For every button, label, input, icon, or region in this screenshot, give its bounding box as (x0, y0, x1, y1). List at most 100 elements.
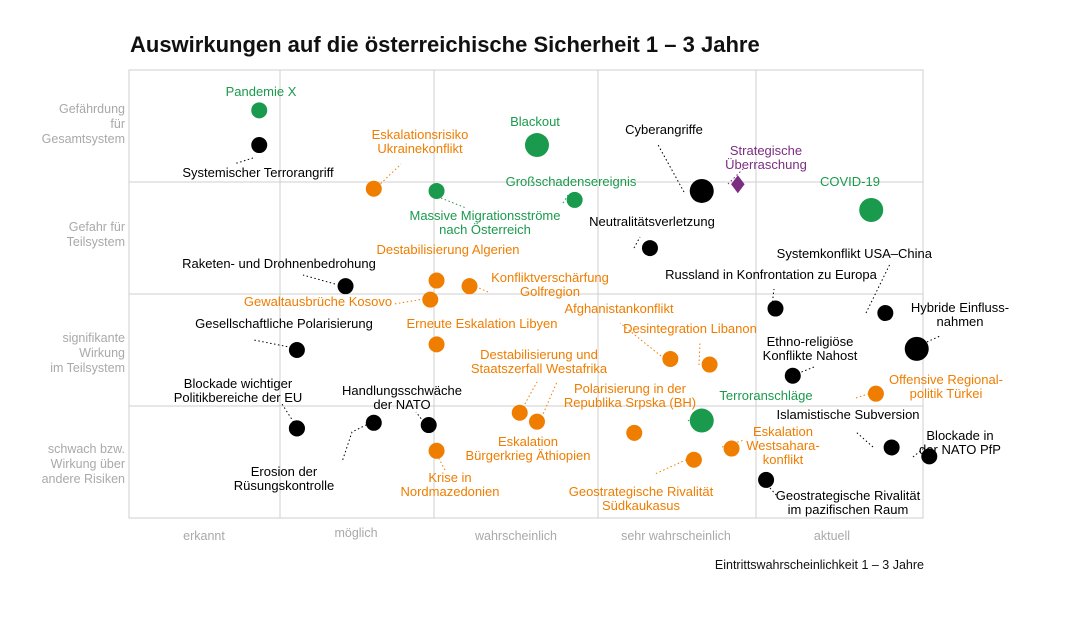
data-point (767, 300, 784, 317)
data-point (877, 305, 894, 322)
x-tick-label: aktuell (814, 529, 850, 543)
point-label: nach Österreich (439, 222, 531, 237)
leader-line (633, 236, 641, 249)
x-tick-label: sehr wahrscheinlich (621, 529, 731, 543)
leader-line (619, 322, 662, 357)
point-label: Staatszerfall Westafrika (471, 361, 608, 376)
point-label: Russland in Konfrontation zu Europa (665, 267, 878, 282)
grid (128, 69, 924, 519)
point-label: Gesellschaftliche Polarisierung (195, 316, 373, 331)
leader-line (520, 381, 538, 412)
data-point (904, 336, 929, 361)
data-point (428, 442, 445, 459)
point-label: Raketen- und Drohnenbedrohung (182, 256, 376, 271)
x-tick-label: möglich (334, 526, 377, 540)
y-tick-label: Gesamtsystem (42, 132, 125, 146)
data-point (365, 180, 382, 197)
point-label: Neutralitätsverletzung (589, 214, 715, 229)
point-label: Eskalationsrisiko (372, 127, 469, 142)
point-label: Erneute Eskalation Libyen (406, 316, 557, 331)
point-label: Bürgerkrieg Äthiopien (465, 448, 590, 463)
point-label: Desintegration Libanon (623, 321, 757, 336)
point-label: Offensive Regional- (889, 372, 1003, 387)
point-label: Blockade in (926, 428, 993, 443)
data-point (689, 408, 714, 433)
point-label: Nordmazedonien (400, 484, 499, 499)
data-point (528, 413, 545, 430)
point-label: Handlungsschwäche (342, 383, 462, 398)
point-label: Blockade wichtiger (184, 376, 293, 391)
point-label: im pazifischen Raum (788, 502, 909, 517)
y-tick-label: Gefahr für (69, 220, 125, 234)
point-label: Strategische (730, 143, 802, 158)
point-label: Systemischer Terrorangriff (182, 165, 334, 180)
data-points (251, 102, 938, 488)
leader-line (471, 284, 489, 293)
data-point (511, 404, 528, 421)
leader-line (698, 342, 701, 366)
data-point (420, 417, 437, 434)
point-label: Konflikte Nahost (763, 348, 858, 363)
point-label: Blackout (510, 114, 560, 129)
data-point (685, 451, 702, 468)
y-tick-label: Gefährdung (59, 102, 125, 116)
leader-lines (233, 142, 941, 498)
point-label: Cyberangriffe (625, 122, 703, 137)
leader-line (393, 298, 425, 305)
point-label: politik Türkei (910, 386, 983, 401)
y-tick-label: Wirkung (79, 346, 125, 360)
data-point (337, 278, 354, 295)
data-point (566, 191, 583, 208)
y-tick-label: schwach bzw. (48, 442, 125, 456)
data-point (251, 137, 268, 154)
data-point (428, 182, 445, 199)
data-point (641, 240, 658, 257)
y-tick-label: im Teilsystem (50, 361, 125, 375)
data-point (428, 336, 445, 353)
y-tick-label: signifikante (62, 331, 125, 345)
point-label: Systemkonflikt USA–China (777, 246, 933, 261)
data-point (662, 350, 679, 367)
leader-line (562, 194, 569, 204)
leader-line (539, 381, 558, 422)
leader-line (656, 142, 685, 193)
point-label: Überraschung (725, 157, 807, 172)
x-axis-ticks: erkannt möglich wahrscheinlich sehr wahrsch… (183, 526, 850, 543)
data-point (689, 178, 714, 203)
point-label: Südkaukasus (602, 498, 681, 513)
point-label: Konfliktverschärfung (491, 270, 609, 285)
y-tick-label: Teilsystem (67, 235, 125, 249)
y-tick-label: Wirkung über (51, 457, 125, 471)
point-label: Pandemie X (226, 84, 297, 99)
y-tick-label: für (110, 117, 125, 131)
point-label: Westsahara- (746, 438, 819, 453)
data-point (461, 278, 478, 295)
point-label: Erosion der (251, 464, 318, 479)
y-tick-label: andere Risiken (42, 472, 125, 486)
point-label: Destabilisierung Algerien (376, 242, 519, 257)
data-point (758, 471, 775, 488)
point-label: Politikbereiche der EU (174, 390, 303, 405)
data-point (723, 440, 740, 457)
x-axis-label: Eintrittswahrscheinlichkeit 1 – 3 Jahre (715, 558, 924, 572)
leader-line (341, 422, 371, 463)
point-label: der NATO PfP (919, 442, 1001, 457)
data-point (251, 102, 268, 119)
point-label: Afghanistankonflikt (564, 301, 674, 316)
data-point (365, 414, 382, 431)
point-label: Krise in (428, 470, 471, 485)
point-label: Ukrainekonflikt (377, 141, 463, 156)
point-label: Terroranschläge (719, 388, 812, 403)
point-label: Republika Srpska (BH) (564, 395, 696, 410)
point-label: Golfregion (520, 284, 580, 299)
point-label: Rüsungskontrolle (234, 478, 334, 493)
data-point (288, 420, 305, 437)
point-label: Ethno-religiöse (767, 334, 854, 349)
data-point (626, 424, 643, 441)
leader-line (415, 411, 427, 426)
point-label: der NATO (373, 397, 430, 412)
data-point-diamond (731, 175, 745, 194)
